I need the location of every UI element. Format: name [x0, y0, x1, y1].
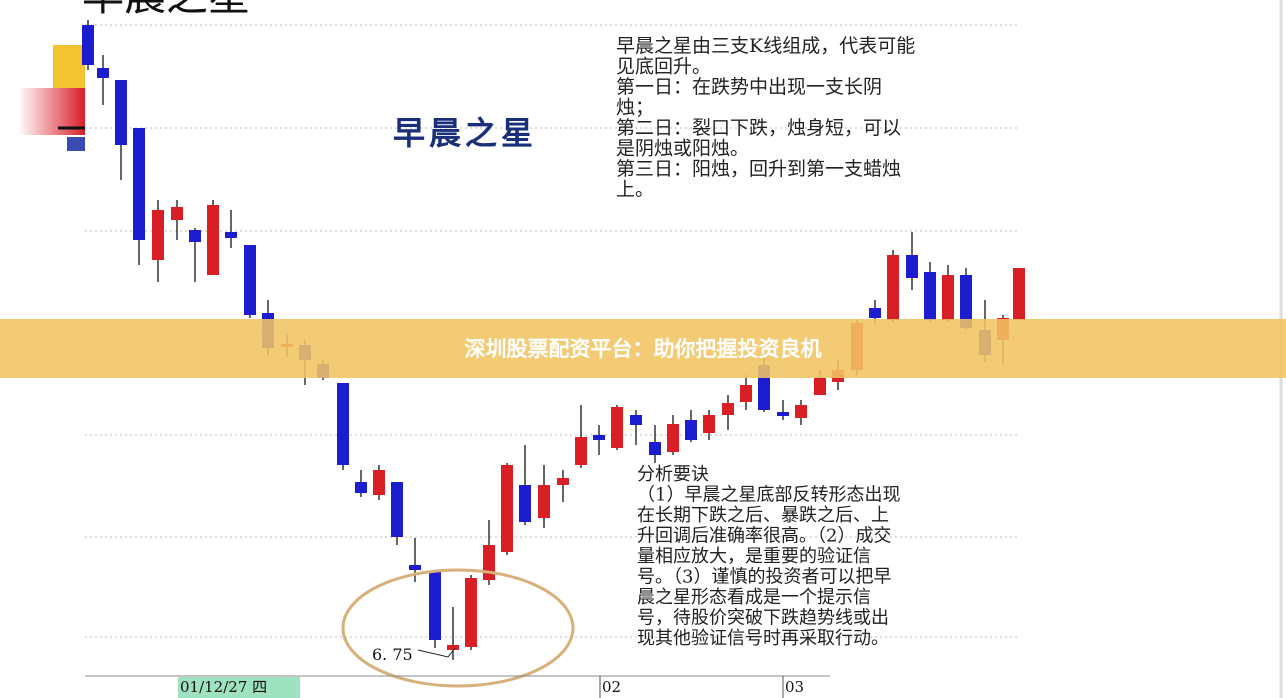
candle-body	[391, 482, 403, 537]
banner-text: 深圳股票配资平台：助你把握投资良机	[465, 337, 822, 361]
pattern-label: 早晨之星	[393, 114, 537, 152]
description-line: 第三日：阳烛，回升到第一支蜡烛	[616, 158, 901, 180]
candle-body	[960, 275, 972, 328]
candle-body	[667, 424, 679, 452]
description-line: 见底回升。	[616, 56, 711, 78]
candle-body	[82, 25, 94, 65]
description-line: 上。	[616, 179, 654, 201]
description-line: 烛；	[616, 97, 654, 119]
candle-body	[225, 232, 237, 238]
analysis-line: （1）早晨之星底部反转形态出现	[637, 485, 900, 506]
candle-body	[337, 383, 349, 465]
pointer	[417, 647, 456, 658]
analysis: 分析要诀（1）早晨之星底部反转形态出现在长期下跌之后、暴跌之后、上升回调后准确率…	[637, 464, 900, 649]
candle-body	[722, 403, 734, 415]
candle-body	[189, 230, 201, 242]
candle-body	[887, 255, 899, 320]
candle-body	[465, 578, 477, 647]
highlight-ellipse	[341, 568, 575, 688]
candle-body	[869, 308, 881, 318]
candle-body	[795, 405, 807, 418]
candle-body	[685, 420, 697, 440]
description-line: 是阴烛或阳烛。	[616, 138, 749, 160]
date-label: 03	[785, 678, 804, 696]
candle-body	[1013, 268, 1025, 320]
analysis-line: 号。（3）谨慎的投资者可以把早	[637, 567, 891, 588]
description-line: 第二日：裂口下跌，烛身短，可以	[616, 117, 901, 139]
header-title: 早晨之星	[82, 0, 250, 20]
candle-body	[355, 482, 367, 493]
candle-body	[906, 255, 918, 278]
description-line: 第一日：在跌势中出现一支长阴	[616, 76, 882, 98]
candle-body	[703, 415, 715, 433]
candle-body	[373, 470, 385, 495]
candle-body	[97, 68, 109, 78]
candle-body	[942, 275, 954, 320]
candle-body	[777, 412, 789, 416]
candle-body	[483, 545, 495, 580]
candle-body	[244, 245, 256, 315]
analysis-line: 分析要诀	[637, 464, 709, 485]
analysis-line: 晨之星形态看成是一个提示信	[637, 587, 871, 608]
low-price-label: 6. 75	[372, 645, 413, 664]
candle-body	[814, 378, 826, 395]
candle-body	[924, 272, 936, 320]
candle-body	[519, 485, 531, 522]
candle-body	[630, 415, 642, 425]
candle-body	[575, 437, 587, 465]
analysis-line: 在长期下跌之后、暴跌之后、上	[637, 505, 889, 526]
candle-body	[207, 205, 219, 275]
date-label: 02	[602, 678, 621, 696]
analysis-line: 量相应放大，是重要的验证信	[637, 546, 871, 567]
candle-body	[501, 465, 513, 552]
candle-body	[593, 435, 605, 440]
banner	[0, 319, 1286, 378]
candle-body	[611, 407, 623, 448]
candle-body	[429, 572, 441, 640]
candle-body	[171, 207, 183, 220]
analysis-line: 升回调后准确率很高。（2）成交	[637, 526, 891, 547]
candle-body	[557, 478, 569, 485]
analysis-line: 现其他验证信号时再采取行动。	[637, 628, 889, 649]
candle-body	[409, 565, 421, 570]
decor-blue	[67, 137, 85, 151]
candle-body	[538, 485, 550, 518]
description: 早晨之星由三支K线组成，代表可能见底回升。第一日：在跌势中出现一支长阴烛；第二日…	[616, 35, 915, 201]
candle-body	[649, 442, 661, 455]
description-line: 早晨之星由三支K线组成，代表可能	[616, 35, 915, 57]
candle-body	[152, 210, 164, 260]
candle-body	[447, 645, 459, 650]
candle-body	[115, 80, 127, 145]
date-label: 01/12/27 四	[180, 678, 267, 696]
analysis-line: 号，待股价突破下跌趋势线或出	[637, 608, 889, 629]
candle-body	[740, 385, 752, 402]
candle-body	[133, 128, 145, 240]
date-highlight	[178, 677, 300, 698]
